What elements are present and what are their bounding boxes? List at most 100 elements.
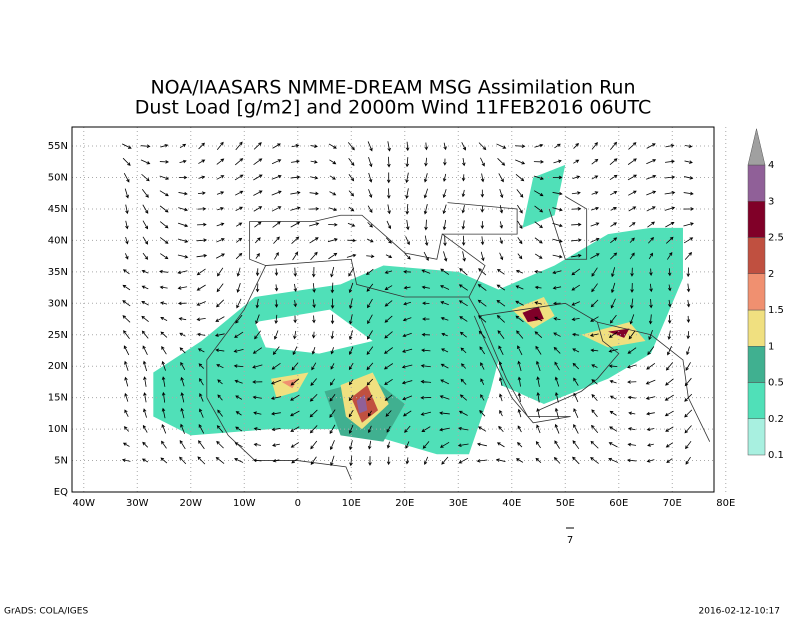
wind-arrow: [177, 301, 187, 306]
wind-arrow: [236, 282, 241, 293]
wind-arrow: [330, 363, 335, 370]
wind-arrow: [403, 301, 412, 306]
wind-arrow: [590, 440, 599, 449]
wind-arrow: [478, 315, 487, 323]
wind-arrow: [366, 254, 375, 259]
wind-arrow: [646, 362, 656, 370]
wind-arrow: [684, 144, 693, 148]
wind-arrow: [572, 332, 580, 337]
colorbar-label: 0.1: [768, 450, 784, 461]
wind-arrow: [401, 364, 413, 369]
wind-arrow: [159, 205, 169, 213]
wind-arrow: [439, 411, 450, 415]
wind-arrow: [384, 331, 393, 339]
wind-arrow: [460, 378, 467, 385]
wind-arrow: [609, 158, 618, 166]
wind-arrow: [590, 237, 600, 243]
wind-arrow: [255, 252, 260, 259]
wind-arrow: [140, 144, 151, 148]
wind-arrow: [123, 330, 130, 339]
wind-arrow: [310, 160, 318, 164]
wind-arrow: [328, 222, 338, 227]
wind-arrow: [178, 317, 187, 321]
wind-arrow: [648, 314, 653, 325]
wind-arrow: [536, 360, 541, 372]
wind-arrow: [629, 252, 635, 260]
wind-arrow: [366, 268, 374, 276]
wind-arrow: [272, 443, 280, 447]
wind-arrow: [122, 157, 131, 166]
wind-arrow: [349, 314, 353, 325]
lat-label: 50N: [48, 173, 68, 184]
wind-arrow: [439, 427, 450, 432]
wind-arrow: [647, 443, 654, 447]
wind-arrow: [646, 411, 655, 416]
wind-arrow: [309, 222, 320, 227]
wind-arrow: [159, 285, 168, 290]
wind-arrow: [329, 378, 335, 386]
wind-arrow: [480, 362, 485, 370]
wind-arrow: [403, 285, 411, 290]
wind-arrow: [646, 190, 657, 196]
wind-arrow: [216, 175, 225, 180]
wind-arrow: [159, 160, 170, 164]
dust-area: [522, 164, 566, 228]
wind-arrow: [142, 204, 149, 214]
wind-arrow: [684, 377, 692, 387]
wind-arrow: [439, 441, 450, 448]
wind-arrow: [461, 220, 466, 230]
wind-arrow: [627, 395, 636, 400]
wind-arrow: [478, 330, 486, 339]
wind-arrow: [536, 424, 541, 434]
wind-arrow: [160, 331, 168, 338]
wind-arrow: [573, 159, 580, 164]
wind-arrow: [384, 378, 393, 385]
wind-arrow: [143, 392, 147, 403]
wind-arrow: [328, 207, 338, 212]
wind-arrow: [667, 315, 672, 324]
wind-arrow: [683, 207, 695, 211]
wind-arrow: [216, 222, 225, 227]
wind-arrow: [198, 424, 205, 434]
wind-arrow: [179, 456, 187, 465]
wind-arrow: [405, 141, 410, 152]
wind-arrow: [421, 332, 430, 337]
wind-arrow: [141, 330, 149, 339]
wind-arrow: [627, 380, 637, 384]
wind-arrow: [366, 330, 373, 340]
wind-arrow: [534, 301, 543, 305]
wind-arrow: [552, 222, 563, 228]
wind-arrow: [180, 407, 185, 419]
wind-arrow: [517, 376, 522, 387]
wind-arrow: [461, 205, 466, 214]
wind-arrow: [610, 252, 618, 260]
wind-arrow: [311, 267, 316, 278]
lat-label: 35N: [48, 267, 68, 278]
wind-arrow: [628, 206, 637, 212]
lon-label: 80E: [716, 498, 735, 509]
wind-arrow: [608, 442, 618, 448]
wind-arrow: [310, 176, 319, 180]
wind-arrow: [142, 441, 149, 448]
wind-arrow: [686, 331, 690, 340]
wind-arrow: [272, 346, 280, 355]
wind-arrow: [589, 333, 599, 337]
wind-arrow: [387, 141, 391, 152]
wind-arrow: [180, 423, 185, 434]
wind-arrow: [496, 143, 507, 149]
wind-arrow: [533, 160, 544, 164]
wind-arrow: [552, 191, 563, 196]
wind-arrow: [552, 238, 563, 243]
wind-arrow: [630, 267, 634, 277]
wind-arrow: [499, 188, 504, 199]
wind-arrow: [480, 205, 485, 213]
wind-arrow: [235, 426, 243, 432]
wind-arrow: [161, 376, 166, 387]
wind-arrow: [141, 301, 149, 306]
wind-arrow: [368, 156, 373, 168]
wind-arrow: [480, 221, 485, 230]
wind-arrow: [515, 174, 525, 182]
wind-arrow: [178, 207, 189, 212]
wind-arrow: [290, 442, 299, 448]
wind-arrow: [386, 441, 391, 449]
